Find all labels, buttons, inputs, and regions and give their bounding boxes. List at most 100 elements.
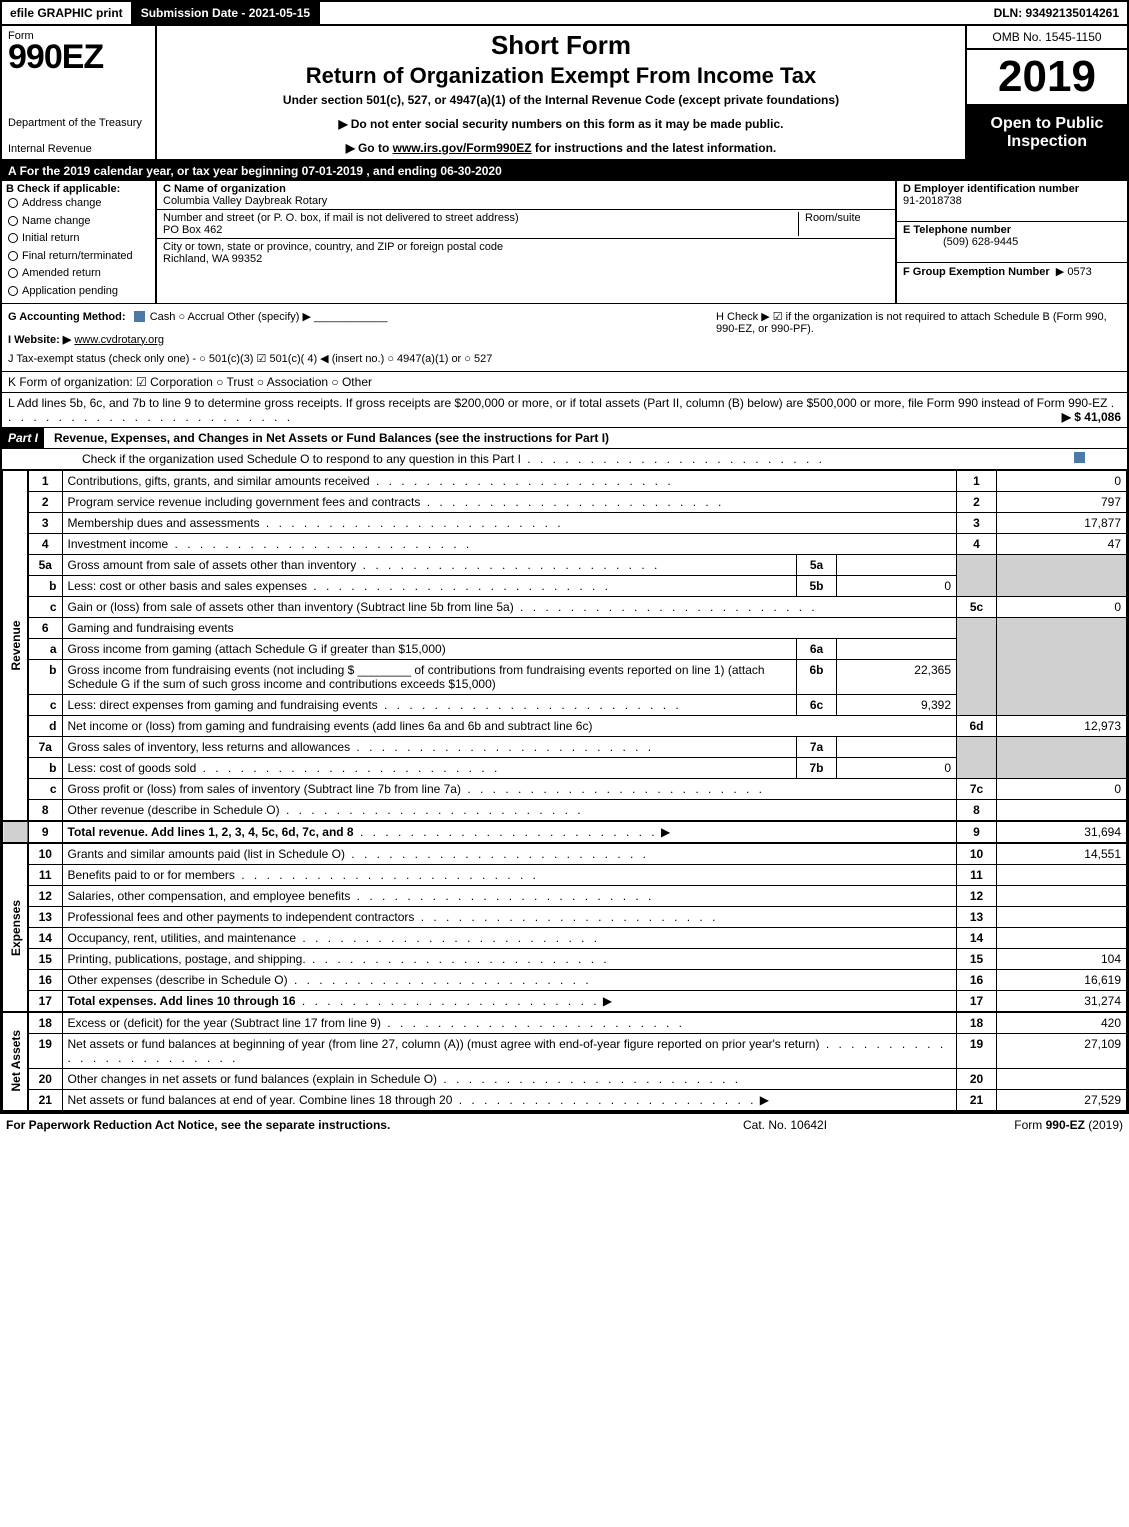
line-value <box>997 885 1127 906</box>
chk-address-change[interactable]: Address change <box>6 195 151 213</box>
line-value: 31,274 <box>997 990 1127 1012</box>
line-desc: Salaries, other compensation, and employ… <box>62 885 957 906</box>
mini-value <box>837 554 957 575</box>
line-boxnum: 2 <box>957 491 997 512</box>
part-i-label: Part I <box>2 428 44 448</box>
part-i-title: Revenue, Expenses, and Changes in Net As… <box>44 431 1127 445</box>
line-boxnum: 1 <box>957 470 997 491</box>
org-name-value: Columbia Valley Daybreak Rotary <box>163 195 327 207</box>
line-boxnum: 14 <box>957 927 997 948</box>
short-form-title: Short Form <box>165 30 957 61</box>
line-boxnum: 19 <box>957 1033 997 1068</box>
line-desc: Gross income from gaming (attach Schedul… <box>62 638 797 659</box>
line-num: 13 <box>28 906 62 927</box>
chk-application-pending[interactable]: Application pending <box>6 283 151 301</box>
table-row: 14 Occupancy, rent, utilities, and maint… <box>3 927 1127 948</box>
form-container: Form 990EZ Department of the Treasury In… <box>0 24 1129 1113</box>
line-a-tax-year: A For the 2019 calendar year, or tax yea… <box>2 161 1127 181</box>
mini-value <box>837 638 957 659</box>
line-num: 5a <box>28 554 62 575</box>
mini-value: 0 <box>837 757 957 778</box>
table-row: 17 Total expenses. Add lines 10 through … <box>3 990 1127 1012</box>
line-boxnum: 4 <box>957 533 997 554</box>
dln-label: DLN: 93492135014261 <box>986 2 1127 24</box>
line-boxnum: 10 <box>957 843 997 865</box>
room-suite-label: Room/suite <box>799 212 889 236</box>
row-l-text: L Add lines 5b, 6c, and 7b to line 9 to … <box>8 396 1107 410</box>
line-value: 27,529 <box>997 1089 1127 1110</box>
org-name-label: C Name of organization <box>163 183 286 195</box>
telephone-value: (509) 628-9445 <box>903 236 1018 248</box>
line-desc: Grants and similar amounts paid (list in… <box>62 843 957 865</box>
row-k-form-of-org: K Form of organization: ☑ Corporation ○ … <box>2 372 1127 393</box>
grey-cell <box>3 821 29 843</box>
page-footer: For Paperwork Reduction Act Notice, see … <box>0 1113 1129 1136</box>
table-row: 20 Other changes in net assets or fund b… <box>3 1068 1127 1089</box>
line-num: 18 <box>28 1012 62 1034</box>
line-value: 47 <box>997 533 1127 554</box>
line-desc: Net assets or fund balances at end of ye… <box>62 1089 957 1110</box>
line-desc: Less: direct expenses from gaming and fu… <box>62 694 797 715</box>
line-desc: Total expenses. Add lines 10 through 16 … <box>62 990 957 1012</box>
website-value[interactable]: www.cvdrotary.org <box>74 334 164 346</box>
irs-link[interactable]: www.irs.gov/Form990EZ <box>393 141 532 155</box>
schedule-o-checkbox-icon <box>1074 452 1085 463</box>
org-name-cell: C Name of organization Columbia Valley D… <box>157 181 895 210</box>
efile-print-segment[interactable]: efile GRAPHIC print <box>2 2 133 24</box>
net-assets-side-label: Net Assets <box>3 1012 29 1111</box>
table-row: 8 Other revenue (describe in Schedule O)… <box>3 799 1127 821</box>
table-row: c Gross profit or (loss) from sales of i… <box>3 778 1127 799</box>
chk-name-change[interactable]: Name change <box>6 213 151 231</box>
omb-number: OMB No. 1545-1150 <box>967 26 1127 50</box>
chk-final-return[interactable]: Final return/terminated <box>6 248 151 266</box>
line-boxnum: 6d <box>957 715 997 736</box>
line-boxnum: 17 <box>957 990 997 1012</box>
line-boxnum: 9 <box>957 821 997 843</box>
line-desc: Program service revenue including govern… <box>62 491 957 512</box>
table-row: Net Assets 18 Excess or (deficit) for th… <box>3 1012 1127 1034</box>
table-row: 21 Net assets or fund balances at end of… <box>3 1089 1127 1110</box>
table-row: 4 Investment income 4 47 <box>3 533 1127 554</box>
line-value: 27,109 <box>997 1033 1127 1068</box>
line-desc: Other changes in net assets or fund bala… <box>62 1068 957 1089</box>
line-num: 1 <box>28 470 62 491</box>
return-title: Return of Organization Exempt From Incom… <box>165 63 957 89</box>
chk-initial-return[interactable]: Initial return <box>6 230 151 248</box>
grey-cell <box>997 617 1127 715</box>
table-row: 13 Professional fees and other payments … <box>3 906 1127 927</box>
line-boxnum: 12 <box>957 885 997 906</box>
top-toolbar: efile GRAPHIC print Submission Date - 20… <box>0 0 1129 24</box>
line-desc: Printing, publications, postage, and shi… <box>62 948 957 969</box>
row-l-gross-receipts: L Add lines 5b, 6c, and 7b to line 9 to … <box>2 393 1127 428</box>
table-row: 3 Membership dues and assessments 3 17,8… <box>3 512 1127 533</box>
grey-cell <box>957 554 997 596</box>
line-num: b <box>28 659 62 694</box>
row-j-tax-exempt: J Tax-exempt status (check only one) - ○… <box>8 352 708 365</box>
line-desc: Other expenses (describe in Schedule O) <box>62 969 957 990</box>
line-num: 7a <box>28 736 62 757</box>
grey-cell <box>997 736 1127 778</box>
line-value: 16,619 <box>997 969 1127 990</box>
table-row: 6 Gaming and fundraising events <box>3 617 1127 638</box>
line-boxnum: 21 <box>957 1089 997 1110</box>
table-row: 11 Benefits paid to or for members 11 <box>3 864 1127 885</box>
line-num: a <box>28 638 62 659</box>
line-boxnum: 13 <box>957 906 997 927</box>
footer-cat-no: Cat. No. 10642I <box>743 1118 943 1132</box>
table-row: 9 Total revenue. Add lines 1, 2, 3, 4, 5… <box>3 821 1127 843</box>
grey-cell <box>997 554 1127 596</box>
chk-amended-return[interactable]: Amended return <box>6 265 151 283</box>
row-h-schedule-b: H Check ▶ ☑ if the organization is not r… <box>708 310 1121 365</box>
line-num: 21 <box>28 1089 62 1110</box>
line-num: 8 <box>28 799 62 821</box>
line-num: 20 <box>28 1068 62 1089</box>
line-boxnum: 8 <box>957 799 997 821</box>
website-label: I Website: ▶ <box>8 334 71 346</box>
line-value: 17,877 <box>997 512 1127 533</box>
line-value <box>997 906 1127 927</box>
line-desc: Gross income from fundraising events (no… <box>62 659 797 694</box>
street-cell: Number and street (or P. O. box, if mail… <box>157 210 895 239</box>
line-boxnum: 20 <box>957 1068 997 1089</box>
table-row: c Gain or (loss) from sale of assets oth… <box>3 596 1127 617</box>
group-exemption-label: F Group Exemption Number <box>903 266 1050 278</box>
